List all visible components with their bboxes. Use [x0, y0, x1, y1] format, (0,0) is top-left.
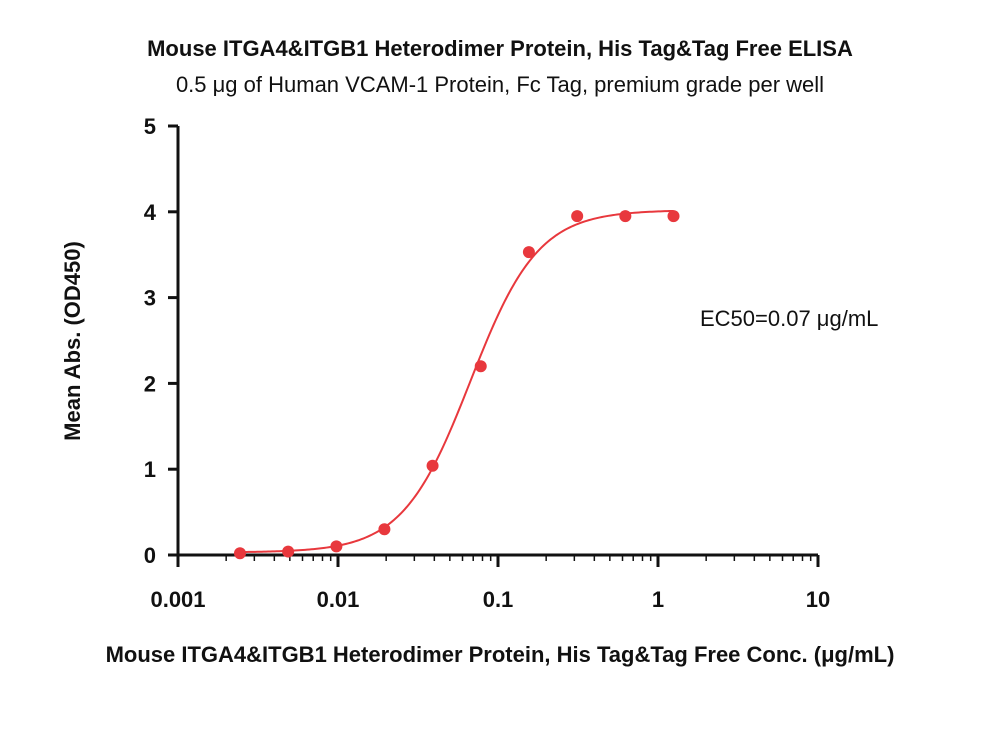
data-point — [282, 545, 295, 558]
y-tick-label: 4 — [144, 200, 157, 225]
y-tick-label: 0 — [144, 543, 156, 568]
x-tick-label: 10 — [806, 587, 830, 612]
x-axis-label: Mouse ITGA4&ITGB1 Heterodimer Protein, H… — [106, 642, 895, 667]
data-point — [426, 459, 439, 472]
y-tick-label: 1 — [144, 457, 156, 482]
y-tick-label: 5 — [144, 114, 156, 139]
data-point — [619, 210, 632, 223]
y-tick-label: 2 — [144, 371, 156, 396]
data-point — [522, 246, 535, 259]
chart-title: Mouse ITGA4&ITGB1 Heterodimer Protein, H… — [147, 36, 853, 61]
x-tick-label: 0.001 — [150, 587, 205, 612]
chart-subtitle: 0.5 μg of Human VCAM-1 Protein, Fc Tag, … — [176, 72, 824, 97]
data-point — [330, 540, 343, 553]
y-tick-label: 3 — [144, 286, 156, 311]
x-tick-label: 0.1 — [483, 587, 514, 612]
plot-area: 0 1 2 3 4 5 0.001 0.01 0.1 1 10 — [144, 114, 830, 612]
fit-curve — [239, 209, 674, 554]
x-tick-label: 0.01 — [317, 587, 360, 612]
x-tick-label: 1 — [652, 587, 664, 612]
data-point — [474, 360, 487, 373]
y-axis-label: Mean Abs. (OD450) — [60, 241, 85, 441]
ec50-annotation: EC50=0.07 μg/mL — [700, 306, 878, 331]
data-point — [378, 523, 391, 536]
data-point — [571, 210, 584, 223]
data-point — [233, 547, 246, 560]
data-point — [667, 210, 680, 223]
